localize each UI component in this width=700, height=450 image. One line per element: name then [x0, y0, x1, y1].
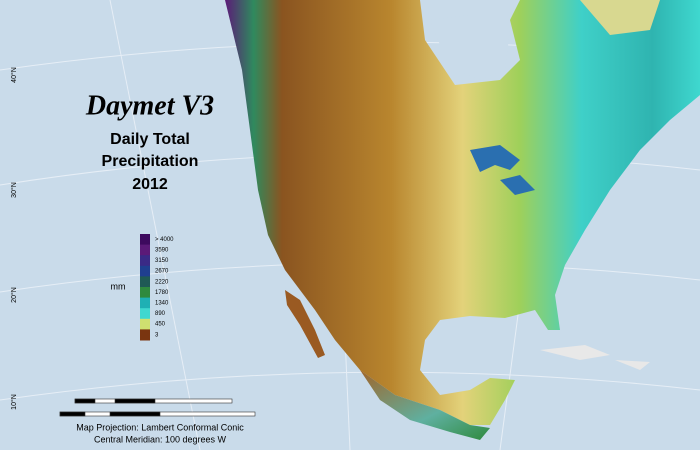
legend-swatch [140, 318, 150, 330]
legend-label: 2670 [155, 269, 169, 275]
greenland [580, 0, 660, 35]
legend-label: 3590 [155, 247, 169, 253]
legend-label: 890 [155, 311, 166, 317]
legend-swatch [140, 265, 150, 277]
caribbean [540, 345, 650, 370]
legend-swatch [140, 308, 150, 320]
legend-swatch [140, 276, 150, 288]
legend-swatch [140, 234, 150, 246]
scale-bars [59, 398, 256, 417]
latitude-label: 10°N [10, 394, 18, 410]
latitude-label: 40°N [10, 67, 18, 83]
great-lakes [470, 145, 535, 195]
subtitle: Precipitation [102, 153, 199, 170]
legend-label: 450 [155, 322, 166, 328]
hudson-bay [430, 15, 510, 80]
map-title: Daymet V3 [85, 90, 214, 121]
latitude-label: 30°N [10, 182, 18, 198]
legend-label: 3 [155, 332, 159, 338]
legend-unit: mm [111, 281, 126, 291]
legend-label: > 4000 [155, 237, 174, 243]
legend-swatch [140, 244, 150, 256]
mexico-south [360, 370, 490, 440]
legend-swatch [140, 255, 150, 267]
baja [285, 290, 325, 358]
legend-label: 2220 [155, 279, 169, 285]
graticule-labels: 40°N 30°N 20°N 10°N [10, 67, 18, 410]
legend-swatch [140, 297, 150, 309]
legend-swatch [140, 329, 150, 341]
projection-note: Central Meridian: 100 degrees W [94, 434, 227, 444]
continent [225, 0, 700, 425]
legend: > 4000 3590 3150 2670 2220 1780 1340 890 450 3 [140, 234, 174, 341]
legend-label: 1340 [155, 300, 169, 306]
legend-label: 3150 [155, 258, 169, 264]
subtitle: 2012 [132, 176, 168, 193]
latitude-label: 20°N [10, 287, 18, 303]
legend-label: 1780 [155, 290, 169, 296]
legend-swatch [140, 287, 150, 299]
projection-note: Map Projection: Lambert Conformal Conic [76, 422, 244, 432]
subtitle: Daily Total [110, 131, 190, 148]
